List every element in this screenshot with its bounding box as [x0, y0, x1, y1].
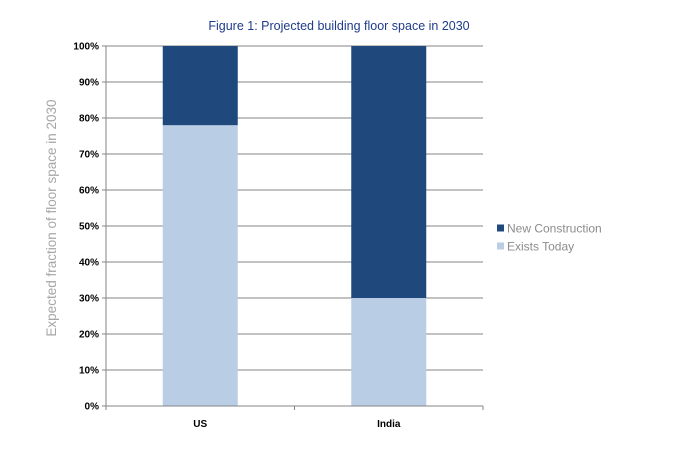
chart-title: Figure 1: Projected building floor space… — [208, 19, 469, 33]
x-tick-labels: US India — [193, 419, 401, 430]
x-tick-label: India — [377, 419, 401, 430]
y-tick-label: 40% — [79, 258, 99, 269]
x-tick-label: US — [193, 419, 207, 430]
legend-swatch — [497, 224, 504, 232]
y-tick-label: 90% — [79, 78, 99, 89]
y-tick-label: 20% — [79, 330, 99, 341]
bar-new-construction-us — [162, 46, 238, 126]
legend: New Construction Exists Today — [497, 222, 602, 254]
bar-exists-today-us — [162, 125, 238, 406]
bars — [162, 46, 427, 406]
y-tick-label: 50% — [79, 222, 99, 233]
y-tick-label: 10% — [79, 366, 99, 377]
bar-exists-today-india — [351, 298, 427, 406]
y-tick-label: 60% — [79, 186, 99, 197]
bar-new-construction-india — [351, 46, 427, 298]
y-tick-label: 0% — [85, 402, 100, 413]
y-axis-label: Expected fraction of floor space in 2030 — [44, 99, 59, 336]
legend-swatch — [497, 242, 504, 250]
axes — [105, 46, 484, 410]
y-tick-label: 70% — [79, 150, 99, 161]
legend-label: Exists Today — [507, 240, 574, 254]
y-tick-label: 100% — [73, 42, 99, 53]
y-tick-labels: 0% 10% 20% 30% 40% 50% 60% 70% 80% 90% 100% — [73, 42, 99, 413]
y-tick-label: 80% — [79, 114, 99, 125]
y-tick-label: 30% — [79, 294, 99, 305]
legend-label: New Construction — [507, 222, 602, 236]
